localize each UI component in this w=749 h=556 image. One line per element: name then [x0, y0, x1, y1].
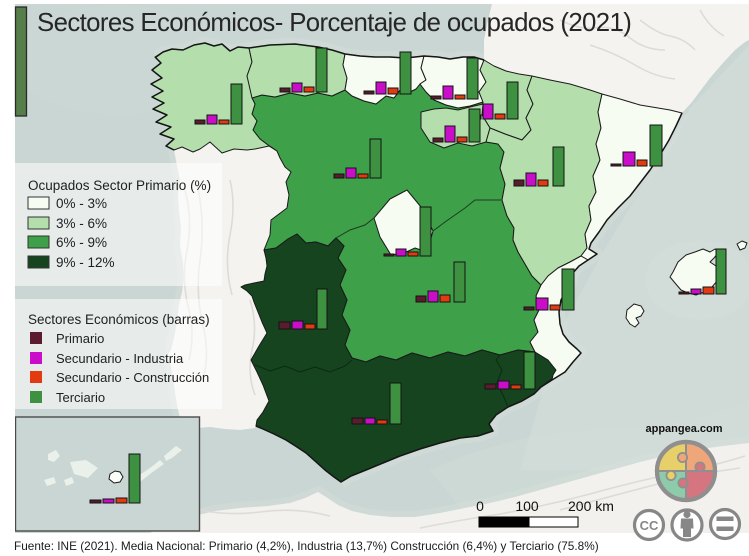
svg-text:CC: CC: [640, 518, 659, 533]
svg-text:Sectores Económicos (barras): Sectores Económicos (barras): [28, 312, 210, 327]
svg-text:Secundario - Construcción: Secundario - Construcción: [56, 370, 209, 385]
svg-text:Primario: Primario: [56, 331, 104, 346]
svg-text:9% - 12%: 9% - 12%: [56, 255, 115, 270]
svg-text:Secundario - Industria: Secundario - Industria: [56, 351, 184, 366]
svg-text:200 km: 200 km: [568, 498, 614, 514]
svg-text:6% - 9%: 6% - 9%: [56, 235, 107, 250]
svg-text:Fuente: INE (2021). Media Nac: Fuente: INE (2021). Media Nacional: Prim…: [14, 539, 599, 553]
svg-text:Ocupados Sector Primario (%): Ocupados Sector Primario (%): [28, 178, 211, 193]
svg-text:appangea.com: appangea.com: [645, 423, 722, 435]
svg-text:0: 0: [476, 498, 484, 514]
svg-text:Sectores Económicos- Porcentaj: Sectores Económicos- Porcentaje de ocupa…: [37, 9, 631, 37]
svg-text:3% - 6%: 3% - 6%: [56, 216, 107, 231]
svg-text:0% - 3%: 0% - 3%: [56, 196, 107, 211]
svg-text:100: 100: [515, 498, 539, 514]
svg-text:Terciario: Terciario: [56, 390, 105, 405]
